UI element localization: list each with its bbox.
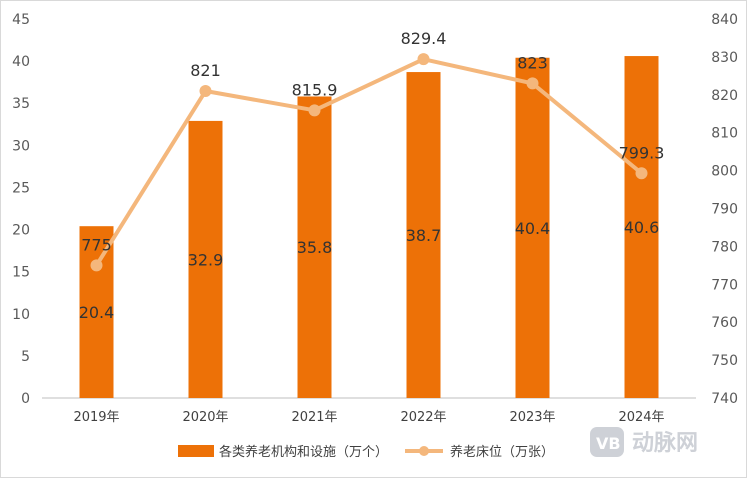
bar bbox=[515, 57, 550, 399]
line-value-label: 775 bbox=[81, 235, 112, 254]
line-point bbox=[417, 53, 430, 66]
x-tick-label: 2019年 bbox=[73, 410, 119, 425]
y-right-tick-label: 770 bbox=[711, 277, 738, 293]
bar-value-label: 38.7 bbox=[406, 226, 442, 245]
line-value-label: 823 bbox=[517, 53, 548, 72]
watermark-badge: VB bbox=[596, 434, 621, 453]
x-tick-label: 2022年 bbox=[400, 410, 446, 425]
line-point bbox=[90, 259, 103, 272]
y-right-tick-label: 780 bbox=[711, 239, 738, 255]
y-left-tick-label: 20 bbox=[12, 223, 30, 239]
line-point bbox=[199, 85, 212, 98]
bar-value-label: 35.8 bbox=[297, 238, 333, 257]
y-left-tick-label: 30 bbox=[12, 138, 30, 154]
bar bbox=[406, 72, 441, 398]
line-point bbox=[308, 104, 321, 117]
line-point bbox=[635, 167, 648, 180]
y-left-tick-label: 35 bbox=[12, 96, 30, 112]
legend: 各类养老机构和设施（万个） 养老床位（万张） bbox=[178, 444, 554, 460]
bar bbox=[624, 56, 659, 399]
x-axis: 2019年 2020年 2021年 2022年 2023年 2024年 bbox=[73, 410, 664, 425]
line-value-label: 799.3 bbox=[619, 143, 665, 162]
y-right-tick-label: 750 bbox=[711, 353, 738, 369]
bar bbox=[79, 226, 114, 398]
legend-bar-swatch bbox=[178, 445, 214, 457]
y-right-tick-label: 760 bbox=[711, 315, 738, 331]
legend-line-label: 养老床位（万张） bbox=[450, 444, 554, 460]
bar-series bbox=[79, 56, 659, 399]
data-labels: 20.4 32.9 35.8 38.7 40.4 40.6 775 821 815.9 829.4… bbox=[79, 29, 665, 322]
y-left-tick-label: 0 bbox=[21, 391, 30, 407]
x-tick-label: 2023年 bbox=[509, 410, 555, 425]
y-axis-left: 0 5 10 15 20 25 30 35 40 45 bbox=[12, 12, 30, 407]
x-tick-label: 2021年 bbox=[291, 410, 337, 425]
line-value-label: 815.9 bbox=[292, 80, 338, 99]
y-left-tick-label: 5 bbox=[21, 349, 30, 365]
bar bbox=[297, 96, 332, 399]
watermark-badge-box bbox=[590, 427, 624, 457]
legend-bar-label: 各类养老机构和设施（万个） bbox=[219, 444, 388, 460]
line-series bbox=[90, 53, 648, 272]
watermark-text: 动脉网 bbox=[632, 431, 698, 456]
y-axis-right: 740 750 760 770 780 790 800 810 820 830 840 bbox=[711, 12, 738, 407]
y-left-tick-label: 15 bbox=[12, 265, 30, 281]
y-right-tick-label: 790 bbox=[711, 202, 738, 218]
bar-value-label: 40.4 bbox=[515, 219, 551, 238]
legend-line-marker bbox=[419, 446, 429, 456]
y-left-tick-label: 45 bbox=[12, 12, 30, 28]
bar-value-label: 32.9 bbox=[188, 250, 224, 269]
y-right-tick-label: 840 bbox=[711, 12, 738, 28]
line-value-label: 829.4 bbox=[401, 29, 447, 48]
y-left-tick-label: 10 bbox=[12, 307, 30, 323]
line-point bbox=[526, 77, 539, 90]
bar-value-label: 20.4 bbox=[79, 303, 115, 322]
x-tick-label: 2020年 bbox=[182, 410, 228, 425]
watermark: VB 动脉网 bbox=[590, 427, 698, 457]
y-left-tick-label: 40 bbox=[12, 54, 30, 70]
bar bbox=[188, 120, 223, 399]
y-right-tick-label: 800 bbox=[711, 164, 738, 180]
x-tick-label: 2024年 bbox=[618, 410, 664, 425]
y-right-tick-label: 810 bbox=[711, 126, 738, 142]
y-right-tick-label: 830 bbox=[711, 50, 738, 66]
line-path bbox=[94, 57, 643, 267]
y-left-tick-label: 25 bbox=[12, 180, 30, 196]
y-right-tick-label: 820 bbox=[711, 88, 738, 104]
y-right-tick-label: 740 bbox=[711, 391, 738, 407]
bar-value-label: 40.6 bbox=[624, 218, 660, 237]
line-value-label: 821 bbox=[190, 61, 221, 80]
